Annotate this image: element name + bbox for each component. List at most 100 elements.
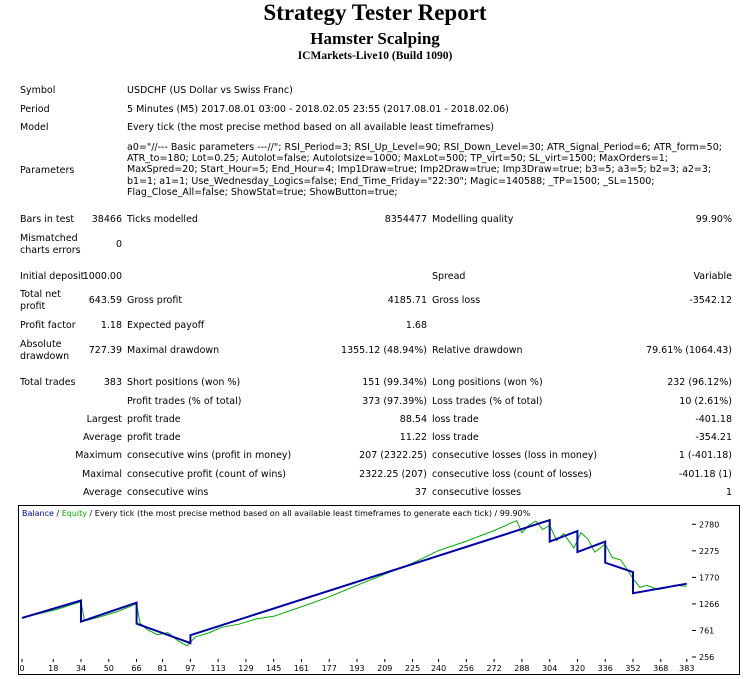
deposit-label: Initial deposit: [20, 271, 85, 282]
x-tick-label: 0: [19, 664, 24, 673]
symbol-label: Symbol: [20, 85, 56, 96]
y-tick-label: 1266: [699, 600, 719, 609]
x-tick-label: 272: [486, 664, 501, 673]
spread-label: Spread: [432, 271, 466, 282]
largest-profit-value: 88.54: [399, 414, 427, 425]
avg-consecutive-wins-value: 37: [414, 487, 427, 498]
short-positions-label: Short positions (won %): [127, 377, 241, 388]
average-loss-value: -354.21: [695, 432, 732, 443]
server-build: ICMarkets-Live10 (Build 1090): [297, 50, 453, 62]
gross-loss-label: Gross loss: [432, 295, 481, 306]
x-tick-label: 161: [294, 664, 309, 673]
abs-drawdown-value: 727.39: [88, 345, 122, 356]
bars-label: Bars in test: [20, 214, 75, 225]
model-label: Model: [20, 122, 49, 133]
quality-label: Modelling quality: [432, 214, 514, 225]
deposit-value: 1000.00: [82, 271, 122, 282]
avg-consecutive-wins-label: consecutive wins: [127, 487, 209, 498]
abs-drawdown-label-2: drawdown: [20, 351, 70, 362]
total-trades-value: 383: [103, 377, 122, 388]
x-tick-label: 256: [459, 664, 474, 673]
period-value: 5 Minutes (M5) 2017.08.01 03:00 - 2018.0…: [127, 104, 509, 115]
consecutive-losses-money-value: 1 (-401.18): [678, 450, 732, 461]
x-axis: 0 18 34 50 66 81 97 113 129 145 161 177 193 209 225 240…: [19, 659, 694, 673]
x-tick-label: 18: [48, 664, 58, 673]
x-tick-label: 177: [322, 664, 337, 673]
bars-value: 38466: [91, 214, 122, 225]
profit-trades-value: 373 (97.39%): [362, 396, 427, 407]
x-tick-label: 145: [266, 664, 281, 673]
mismatch-label-2: charts errors: [20, 245, 81, 256]
largest-loss-value: -401.18: [695, 414, 732, 425]
y-tick-label: 2780: [699, 520, 719, 529]
consecutive-losses-money-label: consecutive losses (loss in money): [432, 450, 598, 461]
short-positions-value: 151 (99.34%): [362, 377, 427, 388]
consecutive-profit-count-value: 2322.25 (207): [359, 469, 427, 480]
consecutive-wins-money-value: 207 (2322.25): [359, 450, 427, 461]
x-tick-label: 352: [625, 664, 640, 673]
x-tick-label: 209: [377, 664, 392, 673]
chart-frame: [18, 505, 740, 675]
x-tick-label: 66: [131, 664, 141, 673]
parameters-value: a0="//--- Basic parameters ---//"; RSI_P…: [127, 142, 722, 198]
long-positions-label: Long positions (won %): [432, 377, 543, 388]
gross-loss-value: -3542.12: [689, 295, 732, 306]
symbol-value: USDCHF (US Dollar vs Swiss Franc): [127, 85, 293, 96]
period-label: Period: [20, 104, 50, 115]
legend-sep: /: [54, 509, 62, 518]
net-label-1: Total net: [20, 289, 61, 300]
mismatch-label-1: Mismatched: [20, 233, 78, 244]
x-tick-label: 368: [653, 664, 668, 673]
loss-trades-label: Loss trades (% of total): [432, 396, 543, 407]
average-consecutive-label: Average: [82, 487, 122, 498]
maximum-label: Maximum: [75, 450, 122, 461]
consecutive-profit-count-label: consecutive profit (count of wins): [127, 469, 287, 480]
x-tick-label: 34: [76, 664, 86, 673]
y-tick-label: 761: [699, 626, 714, 635]
gross-profit-label: Gross profit: [127, 295, 183, 306]
x-tick-label: 97: [185, 664, 195, 673]
total-trades-label: Total trades: [20, 377, 76, 388]
x-tick-label: 225: [405, 664, 420, 673]
long-positions-value: 232 (96.12%): [667, 377, 732, 388]
consecutive-loss-count-value: -401.18 (1): [678, 469, 732, 480]
consecutive-wins-money-label: consecutive wins (profit in money): [127, 450, 292, 461]
legend-balance: Balance: [22, 509, 54, 518]
x-tick-label: 50: [104, 664, 114, 673]
x-tick-label: 383: [679, 664, 694, 673]
expected-payoff-value: 1.68: [405, 320, 427, 331]
average-label: Average: [82, 432, 122, 443]
consecutive-loss-count-label: consecutive loss (count of losses): [432, 469, 592, 480]
y-tick-label: 2275: [699, 547, 719, 556]
model-value: Every tick (the most precise method base…: [127, 122, 495, 133]
rel-drawdown-label: Relative drawdown: [432, 345, 523, 356]
x-tick-label: 129: [238, 664, 253, 673]
average-profit-label: profit trade: [127, 432, 181, 443]
abs-drawdown-label-1: Absolute: [20, 339, 62, 350]
spread-value: Variable: [693, 271, 732, 282]
largest-label: Largest: [86, 414, 122, 425]
profit-factor-value: 1.18: [100, 320, 122, 331]
x-tick-label: 193: [349, 664, 364, 673]
quality-value: 99.90%: [695, 214, 732, 225]
expert-name: Hamster Scalping: [310, 29, 440, 48]
gross-profit-value: 4185.71: [387, 295, 427, 306]
max-drawdown-value: 1355.12 (48.94%): [341, 345, 427, 356]
net-profit-value: 643.59: [88, 295, 122, 306]
chart-legend: Balance / Equity / Every tick (the most …: [22, 509, 531, 518]
largest-loss-label: loss trade: [432, 414, 479, 425]
rel-drawdown-value: 79.61% (1064.43): [646, 345, 732, 356]
avg-consecutive-losses-value: 1: [725, 487, 732, 498]
average-loss-label: loss trade: [432, 432, 479, 443]
ticks-value: 8354477: [384, 214, 427, 225]
max-drawdown-label: Maximal drawdown: [127, 345, 220, 356]
y-tick-label: 256: [699, 653, 714, 662]
report-title: Strategy Tester Report: [263, 0, 487, 25]
expected-payoff-label: Expected payoff: [127, 320, 205, 331]
x-tick-label: 304: [542, 664, 557, 673]
balance-line: [21, 518, 687, 645]
x-tick-label: 320: [570, 664, 585, 673]
mismatch-value: 0: [115, 239, 122, 250]
y-tick-label: 1770: [699, 573, 719, 582]
net-label-2: profit: [20, 301, 46, 312]
